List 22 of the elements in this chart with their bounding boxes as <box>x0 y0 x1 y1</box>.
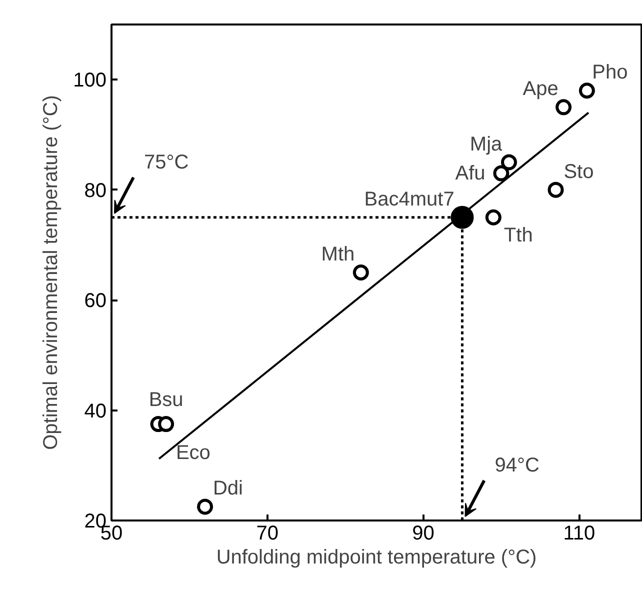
y-axis-title: Optimal environmental temperature (°C) <box>40 95 62 450</box>
annotation: Bsu <box>148 389 184 412</box>
annotation: Ape <box>522 78 558 100</box>
annotation: 75°C <box>144 151 189 174</box>
annotation: Bac4mut7 <box>364 188 454 210</box>
annotation: Ddi <box>212 478 243 500</box>
annotation: Mja <box>470 133 504 156</box>
x-tick-label: 70 <box>256 522 279 544</box>
y-tick-label: 60 <box>84 290 107 312</box>
x-tick-label: 90 <box>412 522 434 544</box>
y-tick-label: 100 <box>73 70 107 92</box>
annotation: Pho <box>592 62 628 84</box>
y-tick-label: 80 <box>84 180 107 202</box>
annotation: Afu <box>455 162 486 184</box>
annotation: Mth <box>321 244 355 266</box>
x-tick-label: 110 <box>563 522 596 544</box>
annotation: Sto <box>564 160 594 183</box>
y-tick-label: 40 <box>84 400 107 422</box>
annotation: Tth <box>504 224 533 246</box>
annotation: 94°C <box>494 454 540 476</box>
annotation: Eco <box>176 442 210 464</box>
x-axis-title: Unfolding midpoint temperature (°C) <box>216 546 537 568</box>
